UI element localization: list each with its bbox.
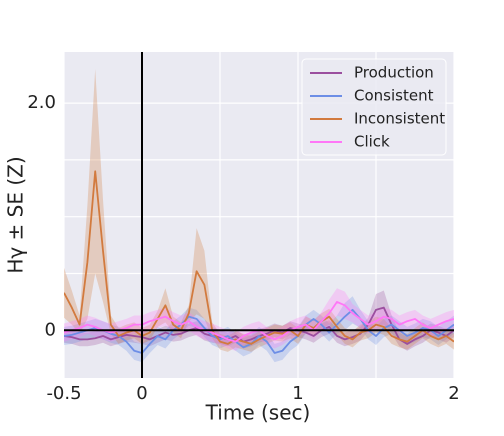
series-line <box>64 308 454 354</box>
x-tick-label: 1 <box>292 383 303 404</box>
x-axis-label: Time (sec) <box>205 401 311 425</box>
legend-box <box>301 58 447 156</box>
y-axis-label: Hγ ± SE (Z) <box>4 156 28 273</box>
x-tick-label: -0.5 <box>46 383 81 404</box>
x-tick-label: 0 <box>136 383 147 404</box>
y-tick-label: 0 <box>45 319 56 340</box>
legend-label: Inconsistent <box>354 110 445 128</box>
y-tick-label: 2.0 <box>27 92 56 113</box>
legend-label: Production <box>354 64 434 82</box>
legend-label: Consistent <box>354 87 434 105</box>
legend-label: Click <box>354 133 390 151</box>
x-tick-label: 2 <box>448 383 459 404</box>
series-line <box>64 170 454 345</box>
error-band <box>64 296 454 363</box>
